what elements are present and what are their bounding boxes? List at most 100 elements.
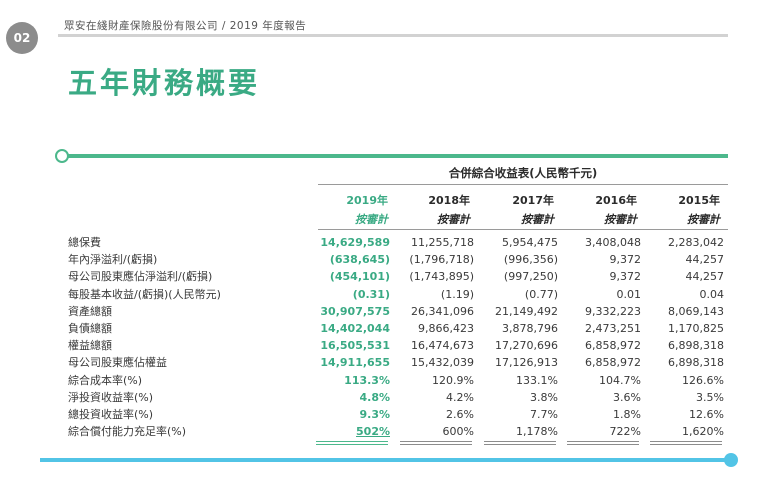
cell-2015: 3.5%: [696, 391, 724, 404]
cell-2015: 2,283,042: [668, 236, 724, 249]
cell-2019: 502%: [356, 425, 390, 438]
section-bottom-rule-marker: [724, 453, 738, 467]
section-top-rule: [60, 154, 728, 158]
cell-2017: (996,356): [503, 253, 558, 266]
total-underline-2016-second: [567, 444, 639, 445]
cell-2016: 2,473,251: [585, 322, 641, 335]
row-label: 綜合償付能力充足率(%): [68, 425, 187, 438]
cell-2018: 600%: [442, 425, 474, 438]
cell-2018: 2.6%: [446, 408, 474, 421]
cell-2017: 17,126,913: [495, 356, 558, 369]
cell-2019: 14,911,655: [320, 356, 390, 369]
row-label: 年內淨溢利/(虧損): [68, 253, 158, 266]
cell-2015: 6,898,318: [668, 356, 724, 369]
cell-2018: 26,341,096: [411, 305, 474, 318]
col-year-2016: 2016年: [595, 194, 637, 207]
cell-2018: (1.19): [440, 288, 474, 301]
row-label: 母公司股東應佔淨溢利/(虧損): [68, 270, 213, 283]
cell-2017: 5,954,475: [502, 236, 558, 249]
cell-2018: 11,255,718: [411, 236, 474, 249]
col-year-2017: 2017年: [512, 194, 554, 207]
cell-2016: 3.6%: [613, 391, 641, 404]
total-underline-2019: [316, 441, 388, 442]
cell-2015: 6,898,318: [668, 339, 724, 352]
col-year-2019: 2019年: [346, 194, 388, 207]
cell-2018: 4.2%: [446, 391, 474, 404]
cell-2015: 0.04: [699, 288, 725, 301]
cell-2015: 44,257: [685, 253, 725, 266]
cell-2018: 120.9%: [432, 374, 474, 387]
cell-2016: 9,372: [609, 253, 642, 266]
cell-2016: 6,858,972: [585, 339, 641, 352]
cell-2018: 9,866,423: [418, 322, 474, 335]
cell-2015: 12.6%: [689, 408, 724, 421]
cell-2016: 722%: [609, 425, 641, 438]
page-title: 五年財務概要: [68, 66, 261, 100]
col-year-2015: 2015年: [678, 194, 720, 207]
total-underline-2019-second: [316, 444, 388, 445]
col-basis-2018: 按審計: [437, 213, 470, 226]
cell-2015: 126.6%: [682, 374, 724, 387]
row-label: 母公司股東應佔權益: [68, 356, 167, 369]
cell-2019: 4.8%: [359, 391, 390, 404]
table-caption: 合併綜合收益表(人民幣千元): [448, 166, 598, 180]
cell-2019: 9.3%: [359, 408, 390, 421]
row-label: 淨投資收益率(%): [68, 391, 154, 404]
cell-2016: 9,372: [609, 270, 642, 283]
section-bottom-rule: [40, 458, 732, 462]
col-basis-2017: 按審計: [521, 213, 554, 226]
total-underline-2015: [650, 441, 722, 442]
row-label: 總保費: [68, 236, 101, 249]
cell-2019: 14,629,589: [320, 236, 390, 249]
cell-2016: 1.8%: [613, 408, 641, 421]
cell-2015: 1,170,825: [668, 322, 724, 335]
total-underline-2016: [567, 441, 639, 442]
cell-2015: 1,620%: [682, 425, 724, 438]
row-label: 總投資收益率(%): [68, 408, 154, 421]
cell-2018: 15,432,039: [411, 356, 474, 369]
total-underline-2017: [484, 441, 556, 442]
section-top-rule-marker: [55, 149, 69, 163]
report-header: 眾安在綫財產保險股份有限公司 / 2019 年度報告: [64, 20, 307, 32]
total-underline-2018: [400, 441, 472, 442]
cell-2018: (1,796,718): [409, 253, 474, 266]
cell-2019: 14,402,044: [320, 322, 390, 335]
col-year-2018: 2018年: [428, 194, 470, 207]
cell-2015: 8,069,143: [668, 305, 724, 318]
cell-2017: 17,270,696: [495, 339, 558, 352]
cell-2019: (0.31): [352, 288, 390, 301]
row-label: 權益總額: [68, 339, 112, 352]
total-underline-2015-second: [650, 444, 722, 445]
cell-2016: 9,332,223: [585, 305, 641, 318]
row-label: 每股基本收益/(虧損)(人民幣元): [68, 288, 221, 301]
cell-2019: 16,505,531: [320, 339, 390, 352]
col-basis-2015: 按審計: [687, 213, 720, 226]
cell-2017: 133.1%: [516, 374, 558, 387]
header-divider: [58, 34, 728, 37]
total-underline-2018-second: [400, 444, 472, 445]
cell-2018: (1,743,895): [409, 270, 474, 283]
cell-2016: 3,408,048: [585, 236, 641, 249]
col-basis-2016: 按審計: [604, 213, 637, 226]
cell-2017: 1,178%: [516, 425, 558, 438]
row-label: 負債總額: [68, 322, 112, 335]
cell-2017: 3.8%: [530, 391, 558, 404]
cell-2019: (638,645): [329, 253, 390, 266]
cell-2017: 7.7%: [530, 408, 558, 421]
cell-2019: 30,907,575: [320, 305, 390, 318]
cell-2017: (997,250): [503, 270, 558, 283]
cell-2016: 0.01: [616, 288, 642, 301]
col-basis-2019: 按審計: [355, 213, 388, 226]
row-label: 綜合成本率(%): [68, 374, 143, 387]
total-underline-2017-second: [484, 444, 556, 445]
cell-2016: 104.7%: [599, 374, 641, 387]
cell-2019: 113.3%: [344, 374, 390, 387]
caption-divider: [318, 184, 728, 185]
page-number-badge: 02: [6, 22, 38, 54]
cell-2016: 6,858,972: [585, 356, 641, 369]
cell-2017: 3,878,796: [502, 322, 558, 335]
cell-2015: 44,257: [685, 270, 725, 283]
header-row-divider: [318, 229, 728, 230]
cell-2017: (0.77): [524, 288, 558, 301]
cell-2019: (454,101): [329, 270, 390, 283]
